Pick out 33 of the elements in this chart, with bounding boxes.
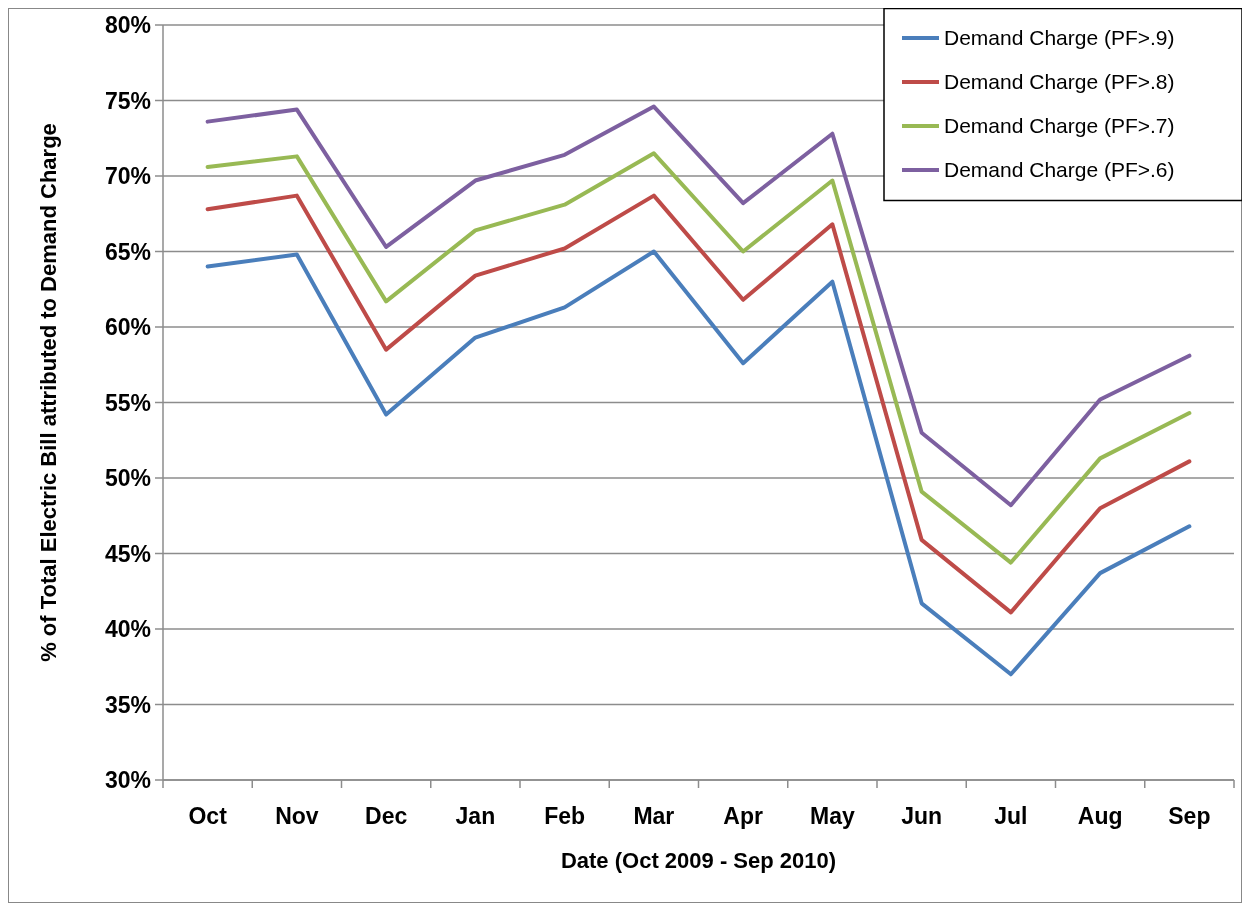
- x-tick-label: Oct: [188, 803, 228, 829]
- legend-label: Demand Charge (PF>.6): [944, 158, 1175, 182]
- legend-label: Demand Charge (PF>.7): [944, 114, 1175, 138]
- x-tick-label: Nov: [275, 803, 319, 829]
- x-tick-label: Mar: [633, 803, 675, 829]
- x-tick-label: Apr: [723, 803, 763, 829]
- x-tick-label: Feb: [544, 803, 586, 829]
- y-tick-label: 40%: [104, 616, 151, 643]
- y-tick-label: 70%: [104, 163, 151, 190]
- y-tick-label: 50%: [104, 465, 151, 492]
- x-tick-label: Jul: [994, 803, 1028, 829]
- x-tick-label: Jan: [455, 803, 496, 829]
- legend-label: Demand Charge (PF>.8): [944, 70, 1175, 94]
- x-axis-title: Date (Oct 2009 - Sep 2010): [560, 848, 837, 873]
- y-tick-label: 75%: [104, 87, 151, 114]
- x-tick-label: Aug: [1077, 803, 1123, 829]
- x-tick-label: Jun: [901, 803, 943, 829]
- y-axis-title: % of Total Electric Bill attributed to Demand Charge: [36, 123, 61, 662]
- x-tick-label: Dec: [365, 803, 408, 829]
- legend-label: Demand Charge (PF>.9): [944, 26, 1175, 50]
- y-tick-label: 65%: [104, 238, 151, 265]
- y-tick-label: 55%: [104, 389, 151, 416]
- line-series: [205, 249, 1192, 677]
- y-tick-label: 60%: [104, 314, 151, 341]
- line-series: [205, 193, 1192, 615]
- line-series: [205, 104, 1192, 508]
- x-tick-label: May: [810, 803, 855, 829]
- y-tick-label: 30%: [104, 767, 151, 794]
- y-tick-label: 45%: [104, 540, 151, 567]
- x-tick-label: Sep: [1168, 803, 1211, 829]
- line-series: [205, 151, 1192, 565]
- y-tick-label: 80%: [104, 12, 151, 39]
- y-tick-label: 35%: [104, 691, 151, 718]
